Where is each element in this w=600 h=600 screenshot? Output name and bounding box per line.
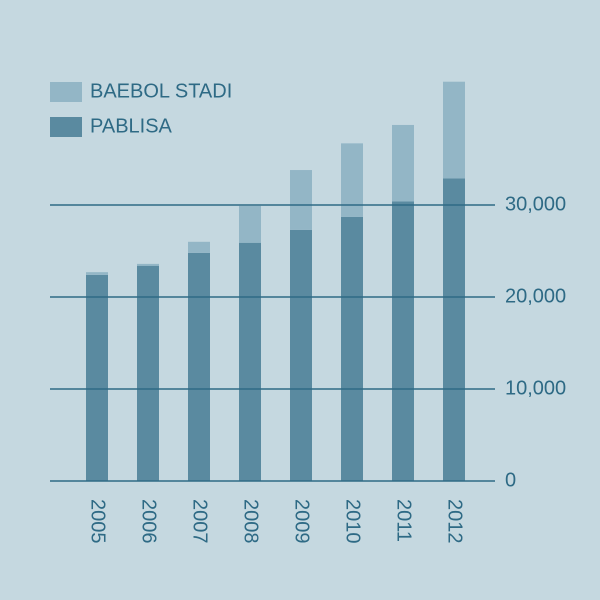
y-tick-label: 10,000 <box>505 377 566 399</box>
x-tick-label: 2008 <box>240 499 262 544</box>
x-tick-label: 2007 <box>189 499 211 544</box>
bar-segment <box>239 205 261 243</box>
bar-segment <box>290 170 312 230</box>
x-tick-label: 2011 <box>393 499 415 542</box>
legend-swatch <box>50 117 82 137</box>
bar-segment <box>392 124 414 202</box>
bar-segment <box>86 272 108 275</box>
bar-segment <box>443 178 465 481</box>
bar-segment <box>290 229 312 481</box>
y-tick-label: 0 <box>505 469 516 491</box>
legend-label: BAEBOL STADI <box>90 80 232 102</box>
x-tick-label: 2009 <box>291 499 313 544</box>
bar-segment <box>137 263 159 266</box>
bar-segment <box>443 81 465 179</box>
legend-swatch <box>50 82 82 102</box>
y-tick-label: 30,000 <box>505 193 566 215</box>
bar-segment <box>188 252 210 481</box>
bar-segment <box>86 274 108 481</box>
x-tick-label: 2006 <box>138 499 160 544</box>
legend-label: PABLISA <box>90 115 173 137</box>
bar-segment <box>341 216 363 481</box>
x-tick-label: 2012 <box>444 499 466 544</box>
bar-segment <box>137 265 159 481</box>
y-tick-label: 20,000 <box>505 285 566 307</box>
x-tick-label: 2010 <box>342 499 364 544</box>
bar-segment <box>188 241 210 253</box>
x-tick-label: 2005 <box>87 499 109 544</box>
bar-segment <box>392 201 414 481</box>
bar-segment <box>239 242 261 481</box>
bar-segment <box>341 143 363 217</box>
